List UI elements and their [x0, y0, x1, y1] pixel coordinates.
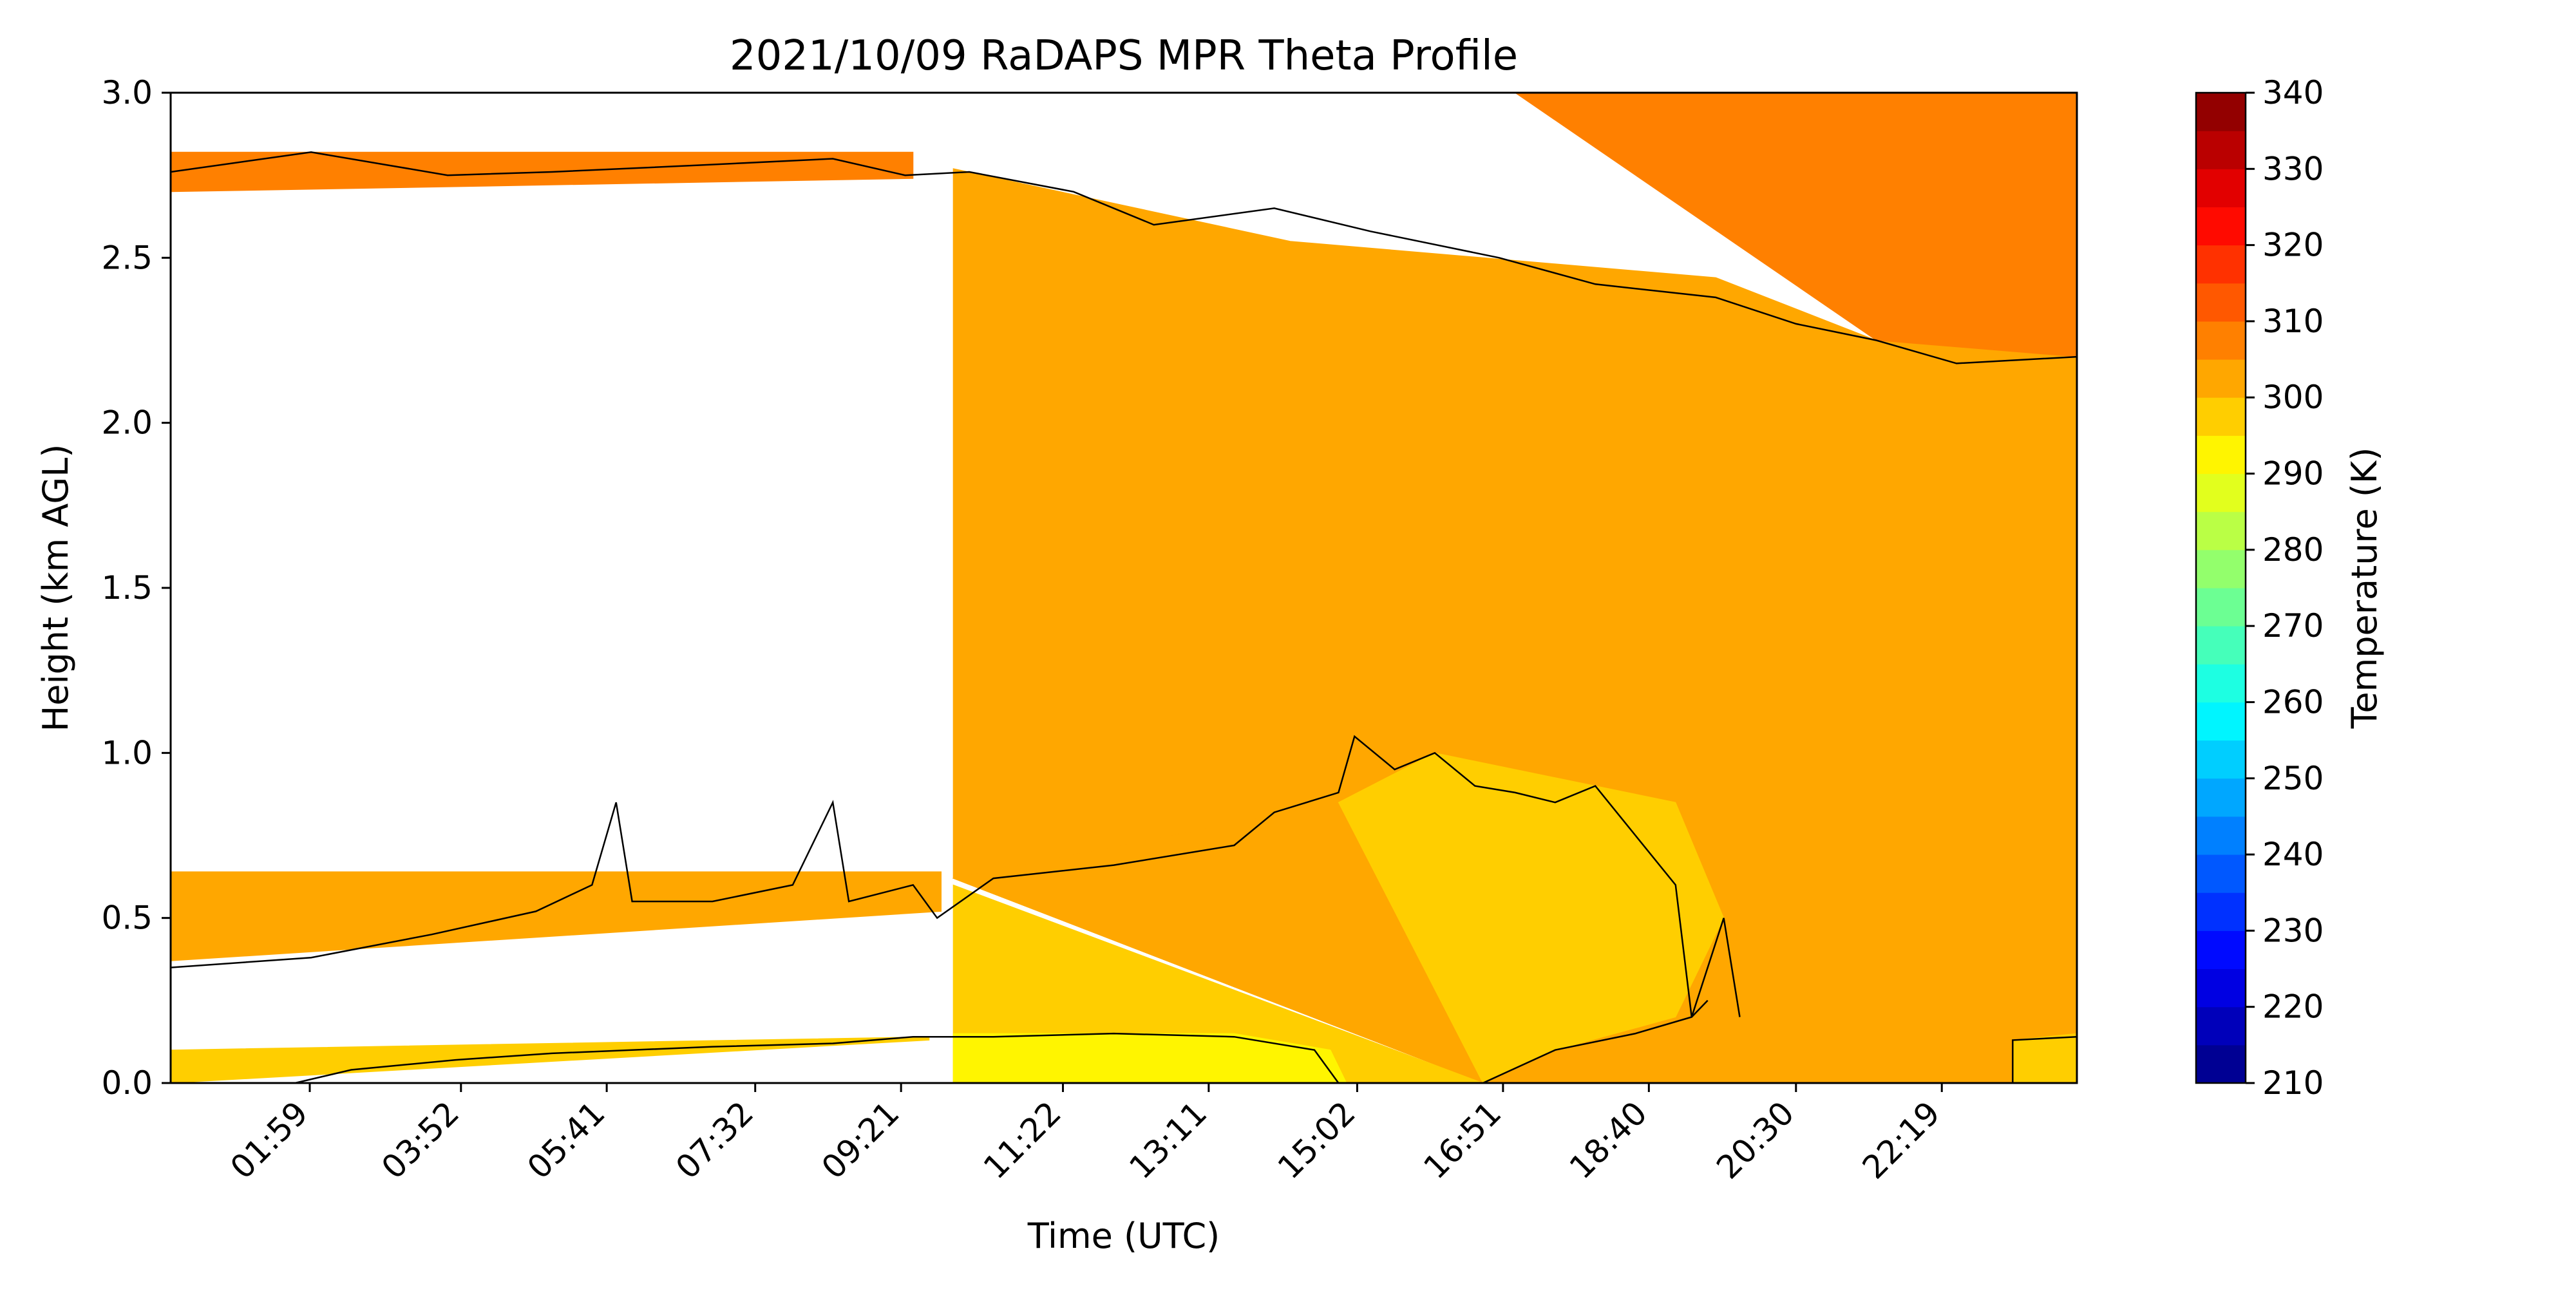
colorbar-segment — [2196, 892, 2246, 931]
colorbar-segment — [2196, 93, 2246, 131]
y-tick-label: 3.0 — [101, 74, 153, 111]
colorbar-segment — [2196, 511, 2246, 551]
colorbar-tick-label: 260 — [2262, 683, 2324, 721]
region-low-left-band — [171, 1036, 930, 1083]
colorbar: 210 220 230 240 250 260 270 280 290 300 310 320 330 3… — [2195, 74, 2324, 1102]
x-axis: 01:59 03:52 05:41 07:32 09:21 11:22 13:11 15:02… — [223, 1083, 1947, 1186]
x-tick-label: 07:32 — [668, 1094, 761, 1186]
y-tick-label: 2.0 — [101, 404, 153, 442]
x-tick-label: 22:19 — [1855, 1094, 1947, 1186]
x-tick-label: 16:51 — [1416, 1094, 1508, 1186]
colorbar-tick-label: 230 — [2262, 912, 2324, 949]
colorbar-segment — [2196, 1006, 2246, 1046]
plot-layer — [171, 93, 2077, 1083]
x-tick-label: 18:40 — [1562, 1094, 1654, 1186]
x-axis-title: Time (UTC) — [1027, 1216, 1220, 1256]
colorbar-tick-label: 290 — [2262, 455, 2324, 493]
colorbar-frame — [2195, 91, 2247, 1084]
colorbar-segment — [2196, 397, 2246, 436]
y-tick-label: 1.0 — [101, 734, 153, 771]
colorbar-tick-label: 280 — [2262, 531, 2324, 569]
colorbar-tick-label: 250 — [2262, 760, 2324, 797]
contour-afternoon-isentrope — [1482, 999, 1709, 1083]
x-tick-label: 03:52 — [374, 1094, 466, 1186]
region-upper-right-wedge — [1514, 93, 2077, 357]
colorbar-segment — [2196, 245, 2246, 284]
colorbar-segment — [2196, 549, 2246, 589]
x-tick-label: 01:59 — [223, 1094, 316, 1186]
contour-layer — [171, 151, 2077, 1083]
y-axis: 0.0 0.5 1.0 1.5 2.0 2.5 3.0 — [101, 74, 171, 1102]
colorbar-segment — [2196, 740, 2246, 779]
colorbar-tick-label: 270 — [2262, 607, 2324, 645]
x-tick-label: 11:22 — [976, 1094, 1068, 1186]
colorbar-segment — [2196, 702, 2246, 741]
colorbar-segment — [2196, 359, 2246, 398]
contour-mid-isentrope — [171, 735, 1741, 1017]
x-tick-label: 05:41 — [520, 1094, 612, 1186]
contour-lower-isentrope — [294, 1032, 1340, 1083]
region-surface-warm-patch — [952, 1033, 1347, 1083]
colorbar-segment — [2196, 473, 2246, 513]
colorbar-tick-label: 220 — [2262, 988, 2324, 1026]
region-mid-left-band — [171, 871, 942, 961]
colorbar-segment — [2196, 778, 2246, 817]
colorbar-segment — [2196, 930, 2246, 970]
y-tick-label: 0.0 — [101, 1064, 153, 1102]
y-tick-label: 0.5 — [101, 900, 153, 937]
colorbar-tick-label: 210 — [2262, 1064, 2324, 1102]
x-tick-label: 13:11 — [1122, 1094, 1214, 1186]
contour-upper-isentrope — [171, 151, 2077, 364]
colorbar-tick-label: 240 — [2262, 836, 2324, 873]
colorbar-tick-label: 330 — [2262, 150, 2324, 187]
x-tick-label: 09:21 — [815, 1094, 907, 1186]
contour-late-isentrope — [2012, 1035, 2077, 1083]
colorbar-segment — [2196, 131, 2246, 169]
colorbar-title: Temperature (K) — [2344, 448, 2385, 730]
colorbar-segment — [2196, 435, 2246, 475]
colorbar-segment — [2196, 854, 2246, 893]
y-tick-label: 1.5 — [101, 569, 153, 607]
chart-title: 2021/10/09 RaDAPS MPR Theta Profile — [730, 32, 1518, 80]
x-tick-label: 15:02 — [1271, 1094, 1363, 1186]
colorbar-segment — [2196, 169, 2246, 207]
colorbar-segment — [2196, 1044, 2246, 1084]
colorbar-segment — [2196, 283, 2246, 322]
colorbar-tick-label: 340 — [2262, 74, 2324, 111]
colorbar-tick-label: 300 — [2262, 379, 2324, 416]
y-axis-title: Height (km AGL) — [35, 444, 76, 732]
x-tick-label: 20:30 — [1709, 1094, 1801, 1186]
colorbar-segment — [2196, 626, 2246, 664]
colorbar-segment — [2196, 207, 2246, 246]
colorbar-tick-label: 310 — [2262, 303, 2324, 340]
colorbar-segment — [2196, 664, 2246, 702]
region-late-surface-patch — [2012, 1033, 2077, 1083]
y-tick-label: 2.5 — [101, 239, 153, 276]
colorbar-tick-label: 320 — [2262, 227, 2324, 264]
colorbar-segment — [2196, 968, 2246, 1008]
colorbar-segment — [2196, 588, 2246, 627]
colorbar-segment — [2196, 816, 2246, 855]
colorbar-segment — [2196, 321, 2246, 360]
